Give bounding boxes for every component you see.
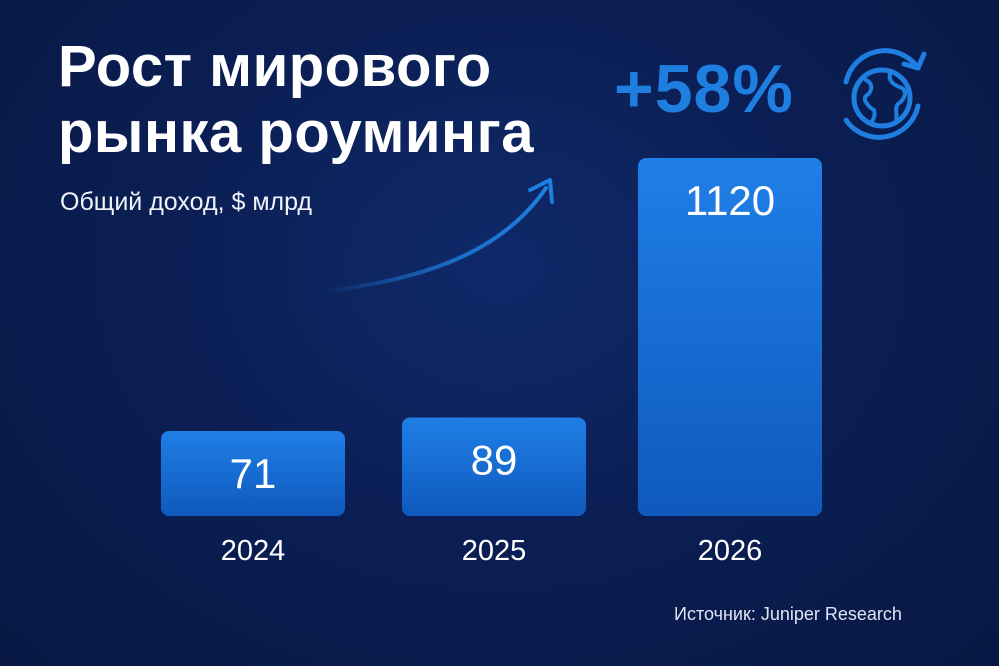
x-tick-label-2025: 2025: [462, 535, 527, 567]
chart-title: Рост мирового рынка роуминга: [58, 34, 534, 166]
title-line-2: рынка роуминга: [58, 100, 534, 165]
source-note: Источник: Juniper Research: [674, 604, 902, 624]
value-label-2024: 71: [230, 450, 277, 497]
bar-2026: [638, 158, 822, 516]
x-tick-label-2026: 2026: [698, 535, 763, 567]
x-tick-label-2024: 2024: [221, 535, 286, 567]
value-labels-group: 71 89 1120: [230, 177, 776, 497]
x-tick-labels-group: 2024 2025 2026: [221, 535, 763, 567]
trend-arrow-icon: [318, 178, 554, 294]
bars-group: [161, 158, 822, 516]
bar-2025: [402, 417, 586, 516]
bar-2024: [161, 431, 345, 516]
value-label-2025: 89: [471, 436, 518, 483]
title-line-1: Рост мирового: [58, 34, 492, 99]
globe-refresh-icon: [843, 48, 927, 140]
growth-percentage: +58%: [614, 51, 794, 127]
value-label-2026: 1120: [685, 177, 775, 224]
chart-subtitle: Общий доход, $ млрд: [60, 188, 313, 216]
